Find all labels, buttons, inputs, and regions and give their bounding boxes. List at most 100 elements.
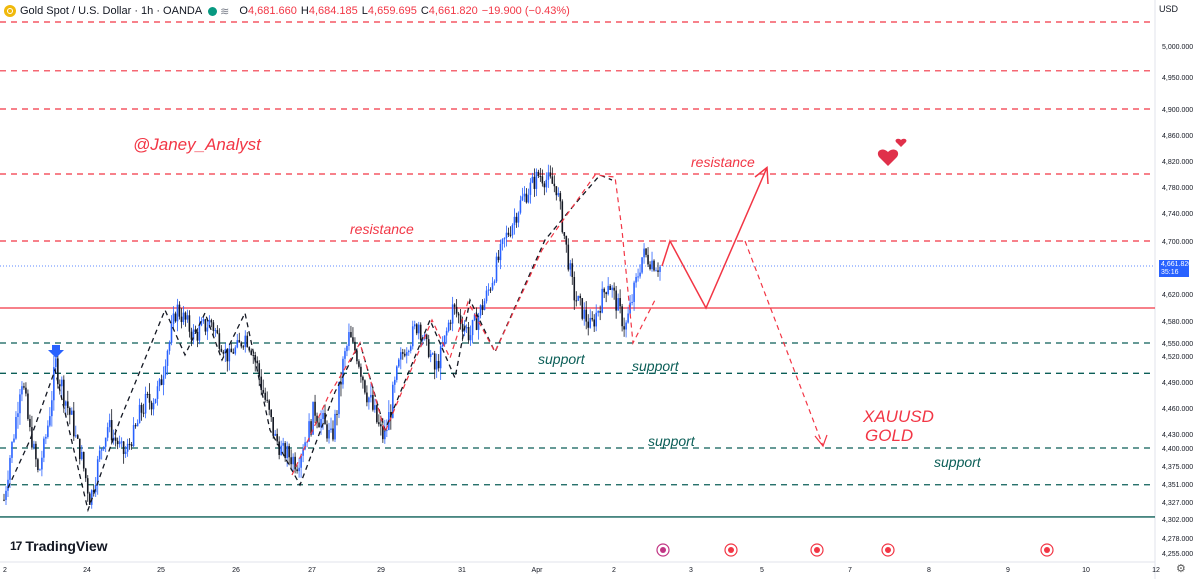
low-label: L [361, 5, 368, 17]
candle-body [266, 399, 268, 401]
currency-label[interactable]: USD [1158, 4, 1178, 14]
candle-body [342, 358, 344, 385]
candle-body [625, 322, 627, 330]
x-tick-label: 3 [689, 567, 693, 574]
candle-body [499, 243, 502, 261]
candle-body [128, 443, 131, 445]
y-tick-label: 4,820.000 [1162, 159, 1193, 166]
candle-body [90, 490, 93, 505]
candle-body [274, 433, 276, 436]
candle-body [537, 171, 540, 176]
candle-body [290, 457, 292, 465]
candle-body [457, 313, 460, 316]
candle-body [411, 326, 414, 347]
candle-body [70, 410, 73, 415]
candle-body [160, 379, 163, 385]
candle-body [386, 430, 388, 432]
candle-body [392, 384, 394, 418]
candle-body [186, 315, 189, 320]
candle-body [649, 264, 651, 270]
candle-body [35, 443, 37, 460]
candle-body [122, 441, 125, 454]
candle-body [433, 353, 436, 370]
resistance-label-lower: resistance [350, 221, 414, 237]
candle-body [174, 313, 177, 322]
open-value: 4,681.660 [247, 5, 297, 17]
symbol-title[interactable]: Gold Spot / U.S. Dollar · 1h · OANDA [20, 5, 203, 17]
candle-body [571, 263, 574, 278]
candle-body [246, 335, 249, 348]
y-tick-label: 4,780.000 [1162, 185, 1193, 192]
candle-body [641, 257, 643, 273]
candle-body [449, 322, 452, 324]
projection-down-arrowhead [814, 434, 828, 448]
candle-body [481, 305, 484, 311]
candle-body [609, 285, 611, 290]
change-value: −19.900 (−0.43%) [481, 5, 570, 17]
candle-body [51, 400, 53, 417]
candle-body [354, 341, 356, 351]
settings-gear-icon[interactable]: ⚙ [1176, 563, 1186, 575]
candle-body [220, 348, 223, 352]
candle-body [380, 424, 382, 427]
candle-body [344, 351, 346, 359]
y-tick-label: 4,351.000 [1162, 482, 1193, 489]
candle-body [118, 441, 121, 445]
heart-icon-small [895, 138, 907, 147]
candle-body [655, 270, 657, 272]
x-tick-label: 31 [458, 567, 466, 574]
candle-body [276, 433, 278, 442]
candle-body [57, 358, 59, 385]
candle-body [33, 443, 35, 448]
candle-body [529, 182, 532, 195]
y-tick-label: 4,740.000 [1162, 211, 1193, 218]
candle-body [126, 443, 129, 452]
tradingview-logo[interactable]: 17 TradingView [10, 538, 108, 554]
candle-body [601, 288, 603, 313]
candle-body [27, 393, 29, 419]
symbol-header: Gold Spot / U.S. Dollar · 1h · OANDA ≋ O… [0, 0, 1155, 22]
candle-body [593, 319, 596, 327]
candle-body [170, 324, 173, 343]
candle-body [120, 441, 123, 443]
support-label-4: support [934, 454, 982, 470]
candle-body [515, 216, 518, 223]
candle-body [597, 311, 599, 313]
candle-body [69, 408, 71, 415]
support-label-3: support [648, 433, 696, 449]
market-status-icon [208, 6, 218, 16]
candle-body [338, 381, 340, 415]
candle-body [102, 446, 105, 450]
candle-body [352, 337, 354, 342]
candle-body [45, 436, 47, 439]
candle-body [182, 312, 185, 323]
candle-body [72, 410, 75, 437]
candle-body [180, 316, 183, 323]
candle-body [188, 315, 191, 332]
current-price-value: 4,661.820 [1161, 261, 1193, 268]
y-tick-label: 4,375.000 [1162, 464, 1193, 471]
candle-body [611, 287, 613, 290]
candle-body [210, 320, 213, 323]
candle-body [547, 172, 550, 180]
x-tick-label: 25 [157, 567, 165, 574]
candle-body [308, 421, 310, 442]
candle-body [453, 304, 456, 307]
indicator-icon[interactable]: ≋ [220, 5, 230, 18]
candle-body [7, 479, 9, 491]
candle-body [435, 360, 438, 370]
candle-body [252, 354, 255, 356]
candle-body [19, 394, 21, 414]
candle-body [603, 288, 605, 293]
candle-body [240, 342, 243, 347]
candle-body [409, 346, 412, 351]
candle-body [527, 194, 530, 203]
candle-body [164, 365, 167, 376]
candle-body [9, 457, 11, 480]
candle-body [278, 441, 280, 455]
bar-countdown: 35:16 [1161, 269, 1179, 276]
candle-body [17, 413, 19, 417]
candle-body [138, 404, 141, 424]
resistance-label-upper: resistance [691, 154, 755, 170]
